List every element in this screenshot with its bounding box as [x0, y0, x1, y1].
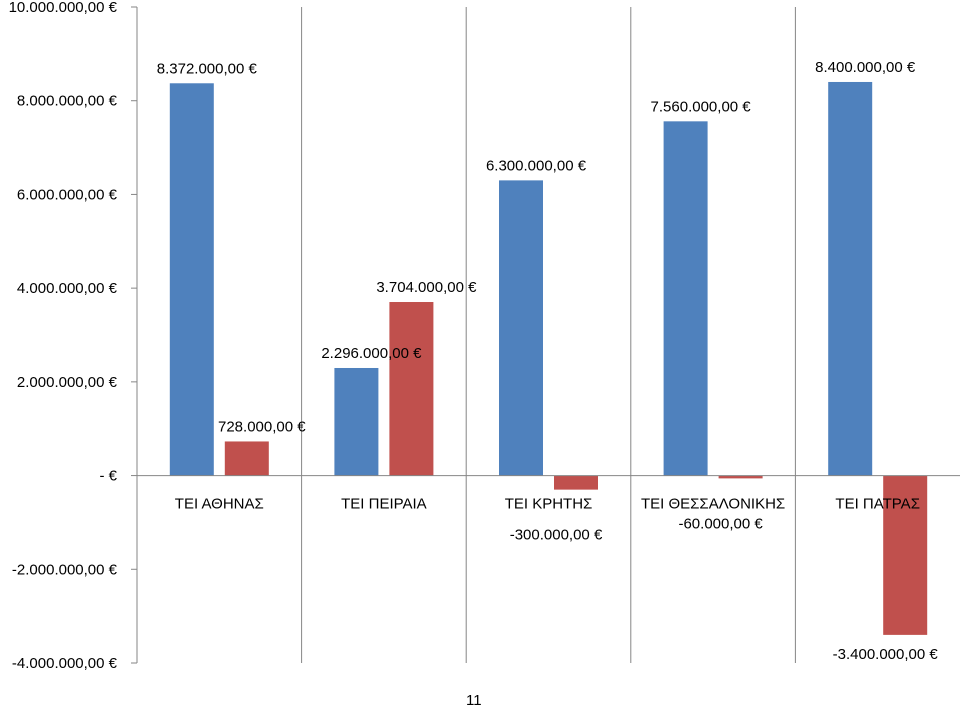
category-label-5: ΤΕΙ ΠΑΤΡΑΣ — [835, 496, 920, 513]
bar-chart: 10.000.000,00 € 8.000.000,00 € 6.000.000,0… — [9, 0, 960, 672]
y-tick-label-4: 2.000.000,00 € — [17, 374, 118, 391]
data-label-s1-c2: 2.296.000,00 € — [321, 345, 422, 362]
y-tick-label-5: - € — [99, 468, 117, 485]
chart-grid — [301, 7, 796, 663]
data-label-s1-c5: 8.400.000,00 € — [815, 59, 916, 76]
chart-labels: 8.372.000,00 € 728.000,00 € ΤΕΙ ΑΘΗΝΑΣ 2.29… — [157, 59, 939, 663]
chart-axes: 10.000.000,00 € 8.000.000,00 € 6.000.000,0… — [9, 0, 960, 672]
data-label-s2-c4: -60.000,00 € — [678, 515, 763, 532]
data-label-s2-c5: -3.400.000,00 € — [833, 646, 939, 663]
bar-s1-c4 — [663, 121, 708, 476]
category-label-2: ΤΕΙ ΠΕΙΡΑΙΑ — [341, 496, 427, 513]
chart-bars — [169, 81, 928, 635]
data-label-s1-c1: 8.372.000,00 € — [157, 60, 258, 77]
y-tick-label-7: -4.000.000,00 € — [12, 655, 118, 672]
bar-s1-c2 — [334, 367, 379, 476]
y-tick-label-0: 10.000.000,00 € — [9, 0, 118, 16]
bar-s2-c4 — [718, 475, 763, 479]
data-label-s2-c3: -300.000,00 € — [510, 527, 603, 544]
bar-s2-c3 — [554, 475, 598, 490]
y-tick-label-3: 4.000.000,00 € — [17, 280, 118, 297]
bar-s1-c1 — [169, 83, 214, 476]
y-tick-label-6: -2.000.000,00 € — [12, 561, 118, 578]
page-number: 11 — [466, 692, 482, 709]
data-label-s1-c3: 6.300.000,00 € — [486, 157, 587, 174]
bar-s2-c5 — [883, 475, 928, 635]
y-tick-label-1: 8.000.000,00 € — [17, 93, 118, 110]
data-label-s1-c4: 7.560.000,00 € — [651, 98, 752, 115]
data-label-s2-c2: 3.704.000,00 € — [376, 279, 477, 296]
bar-s1-c5 — [828, 81, 873, 476]
category-label-1: ΤΕΙ ΑΘΗΝΑΣ — [175, 496, 264, 513]
category-label-3: ΤΕΙ ΚΡΗΤΗΣ — [505, 496, 593, 513]
category-label-4: ΤΕΙ ΘΕΣΣΑΛΟΝΙΚΗΣ — [641, 496, 785, 513]
bar-s2-c2 — [389, 302, 434, 476]
bar-s2-c1 — [224, 441, 269, 476]
bar-s1-c3 — [499, 180, 543, 476]
data-label-s2-c1: 728.000,00 € — [218, 418, 306, 435]
y-tick-label-2: 6.000.000,00 € — [17, 186, 118, 203]
